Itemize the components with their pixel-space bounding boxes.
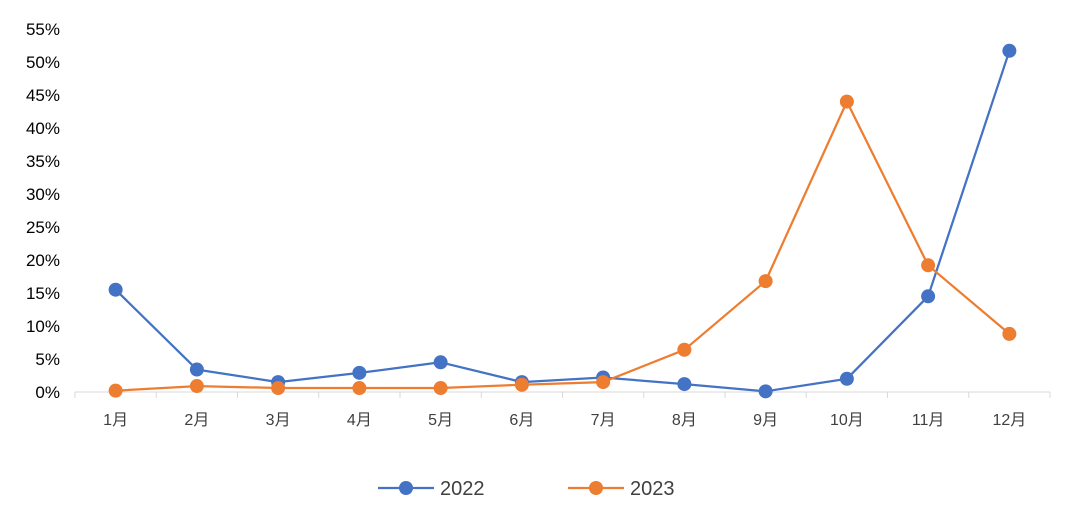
x-tick-label: 8月 [672,412,697,429]
x-tick-label: 11月 [912,412,945,429]
data-point-2023-1 [108,383,123,398]
data-point-2022-4 [352,365,367,380]
y-tick-label: 40% [26,119,60,138]
data-point-2023-9 [758,274,773,289]
x-tick-label: 7月 [591,412,616,429]
y-tick-label: 25% [26,218,60,237]
x-tick-label: 4月 [347,412,372,429]
y-tick-label: 50% [26,53,60,72]
y-tick-label: 45% [26,86,60,105]
data-point-2023-11 [921,258,936,273]
data-point-2023-3 [271,381,286,396]
legend-item-2023: 2023 [568,478,675,500]
y-tick-label: 10% [26,317,60,336]
y-axis: 0% 5% 10% 15% 20% 25% 30% 35% 40% 45% 50% 55% [26,20,60,402]
y-tick-label: 35% [26,152,60,171]
x-tick-label: 6月 [509,412,534,429]
data-point-2022-11 [921,289,936,304]
legend-label: 2023 [630,478,675,500]
x-tick-label: 10月 [830,412,864,429]
y-tick-label: 5% [35,350,60,369]
x-tick-label: 2月 [184,412,209,429]
data-point-2022-5 [433,355,448,370]
x-tick-label: 3月 [266,412,291,429]
data-point-2022-9 [758,384,773,399]
x-tick-label: 9月 [753,412,778,429]
x-tick-label: 1月 [103,412,128,429]
data-point-2022-12 [1002,43,1017,58]
data-point-2023-5 [433,381,448,396]
data-point-2023-4 [352,381,367,396]
y-tick-label: 15% [26,284,60,303]
series-line-2023 [115,100,1011,392]
y-tick-label: 20% [26,251,60,270]
data-point-2022-1 [108,282,123,297]
y-tick-label: 30% [26,185,60,204]
y-tick-label: 55% [26,20,60,39]
data-point-2023-10 [839,94,854,109]
series-2022 [108,43,1017,399]
series-line-2022 [114,50,1011,393]
data-point-2022-10 [839,371,854,386]
legend-marker [589,481,603,495]
data-point-2023-12 [1002,326,1017,341]
data-point-2023-6 [514,377,529,392]
legend-item-2022: 2022 [378,478,485,500]
data-point-2023-7 [596,375,611,390]
legend: 2022 2023 [378,478,675,500]
x-tick-label: 5月 [428,412,453,429]
x-tick-label: 12月 [992,412,1026,429]
data-point-2023-2 [189,379,204,394]
legend-marker [399,481,413,495]
y-tick-label: 0% [35,383,60,402]
series-layer [108,43,1017,399]
data-point-2023-8 [677,342,692,357]
data-point-2022-8 [677,377,692,392]
series-2023 [108,94,1017,398]
legend-label: 2022 [440,478,485,500]
data-point-2022-2 [189,362,204,377]
x-axis: 1月 2月 3月 4月 5月 6月 7月 8月 9月 10月 11月 12月 [74,392,1051,429]
